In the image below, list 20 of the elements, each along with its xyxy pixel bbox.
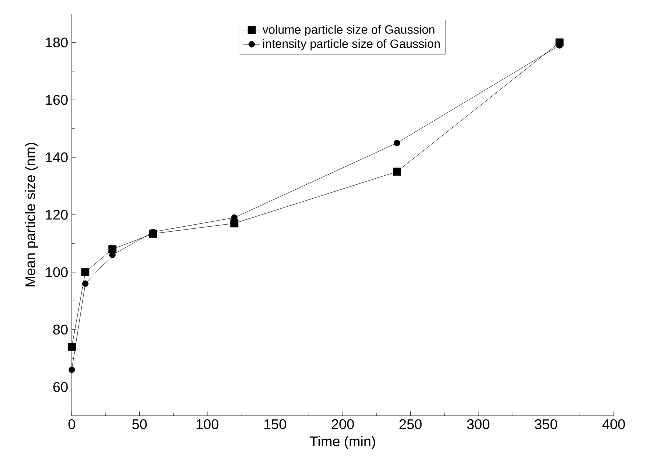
y-tick-label: 80 xyxy=(54,324,68,335)
x-axis-title: Time (min) xyxy=(310,436,376,450)
y-tick-label: 160 xyxy=(46,95,68,106)
y-tick-label: 140 xyxy=(46,152,68,163)
x-tick-label: 350 xyxy=(535,420,558,430)
y-tick-label: 180 xyxy=(46,38,68,48)
y-tick-label: 60 xyxy=(54,382,68,392)
y-tick-label: 120 xyxy=(46,210,68,220)
x-tick-label: 100 xyxy=(196,420,219,430)
x-tick-label: 250 xyxy=(400,420,422,430)
legend-label: intensity particle size of Gaussion xyxy=(263,39,440,51)
x-tick-label: 300 xyxy=(467,420,490,430)
y-axis-title: Mean particle size (nm) xyxy=(25,143,38,287)
x-tick-label: 50 xyxy=(132,420,147,430)
x-tick-label: 400 xyxy=(602,420,626,430)
legend-label: volume particle size of Gaussion xyxy=(262,25,435,36)
x-tick-label: 200 xyxy=(332,420,354,430)
y-tick-label: 100 xyxy=(46,267,68,278)
x-tick-label: 0 xyxy=(68,420,76,430)
x-tick-label: 150 xyxy=(264,420,286,430)
